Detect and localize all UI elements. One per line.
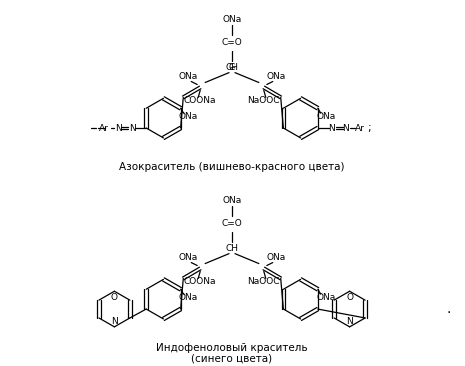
Text: N: N [346,317,353,326]
Text: Ar: Ar [355,123,365,132]
Text: NaOOC: NaOOC [247,277,280,286]
Text: CH: CH [226,63,239,72]
Text: ONa: ONa [222,196,242,205]
Text: Ar: Ar [99,123,108,132]
Text: COONa: COONa [184,96,216,105]
Text: N: N [115,123,122,132]
Text: Индофеноловый краситель: Индофеноловый краситель [156,343,308,352]
Text: ONa: ONa [316,112,335,121]
Text: C=O: C=O [222,38,242,48]
Text: C=O: C=O [222,220,242,228]
Text: O: O [346,293,353,302]
Text: C̶: C̶ [229,63,235,72]
Text: N: N [111,317,118,326]
Text: ;: ; [368,123,372,133]
Text: ONa: ONa [222,15,242,24]
Text: ONa: ONa [179,293,198,302]
Text: O: O [111,293,118,302]
Text: ONa: ONa [179,112,198,121]
Text: .: . [446,302,451,316]
Text: ONa: ONa [266,72,286,81]
Text: NaOOC: NaOOC [247,96,280,105]
Text: (синего цвета): (синего цвета) [192,354,272,363]
Text: N: N [328,123,335,132]
Text: Азокраситель (вишнево-красного цвета): Азокраситель (вишнево-красного цвета) [119,162,345,172]
Text: N: N [129,123,136,132]
Text: N: N [342,123,349,132]
Text: COONa: COONa [184,277,216,286]
Text: ONa: ONa [179,72,198,81]
Text: ONa: ONa [316,293,335,302]
Text: ONa: ONa [179,253,198,262]
Text: CH: CH [226,244,239,253]
Text: ONa: ONa [266,253,286,262]
